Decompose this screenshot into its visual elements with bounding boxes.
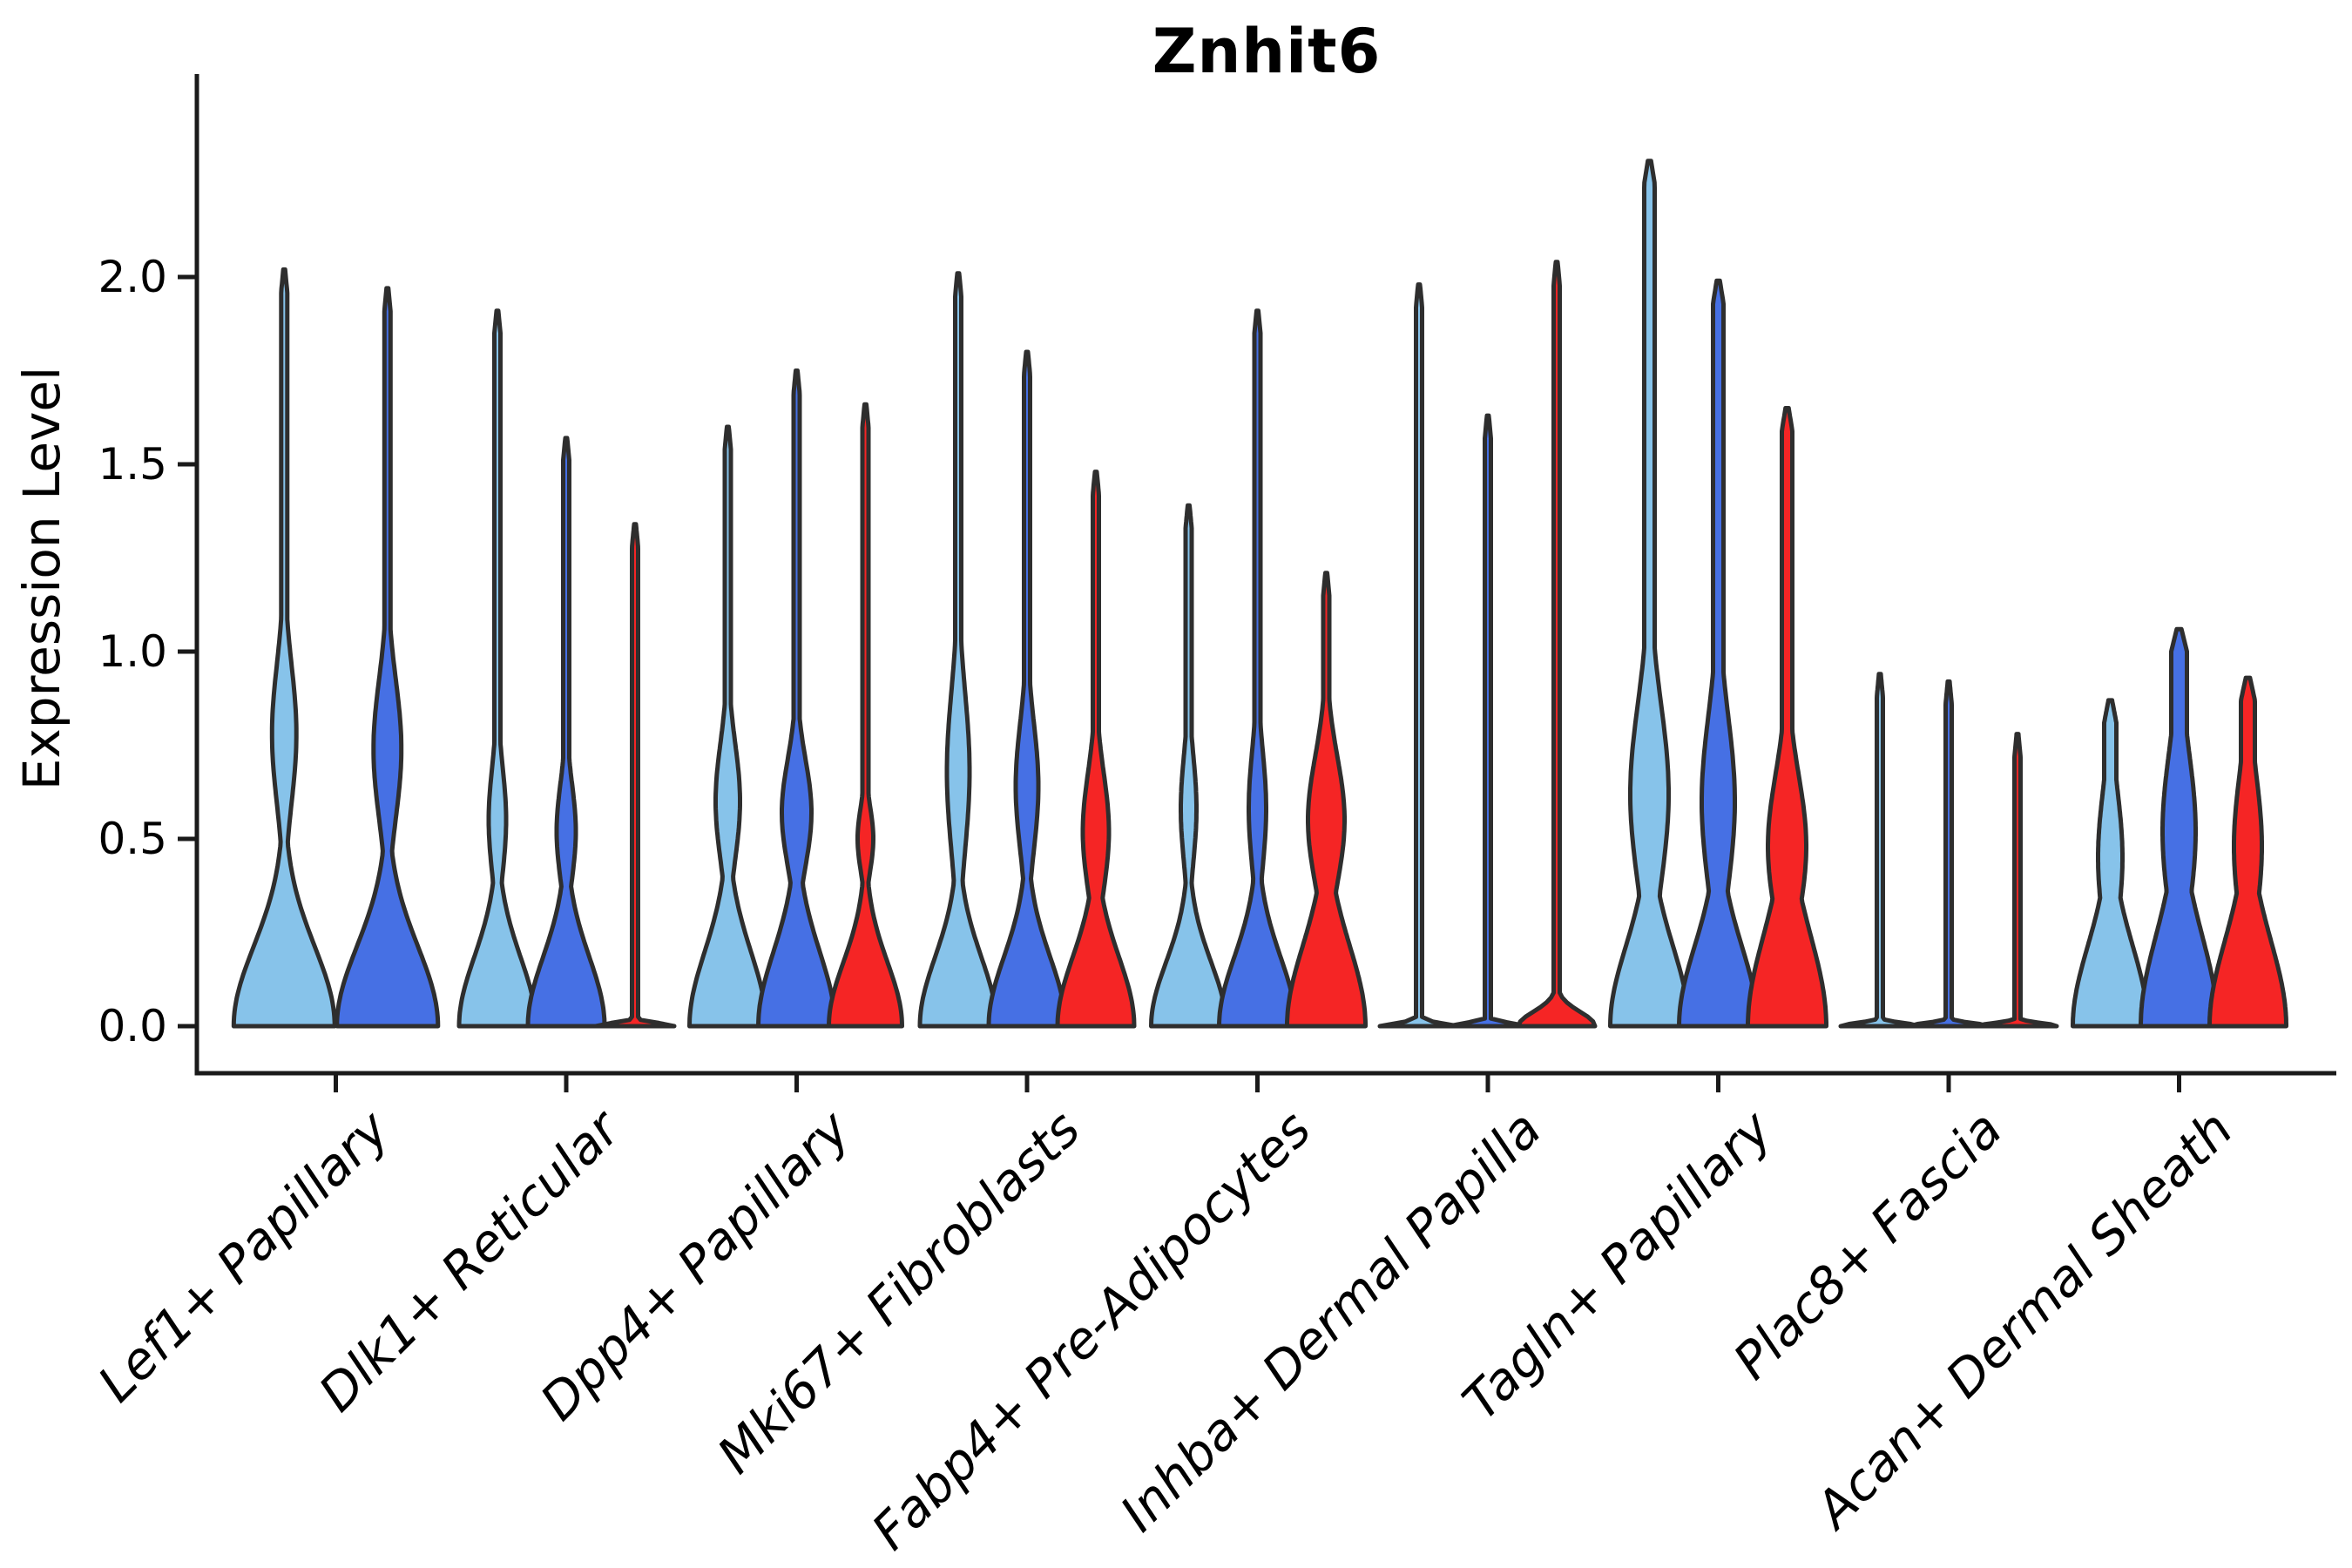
violin-red-8	[2207, 675, 2288, 1029]
y-tick-label: 0.0	[98, 1001, 167, 1051]
violin-light_blue-0	[231, 267, 337, 1029]
y-tick-label: 1.5	[98, 439, 167, 490]
violin-light_blue-8	[2071, 698, 2150, 1029]
y-tick-label: 1.0	[98, 626, 167, 677]
violin-red-3	[1055, 470, 1137, 1029]
violin-light_blue-5	[1377, 282, 1461, 1029]
violin-red-5	[1516, 260, 1598, 1029]
violin-dark_blue-0	[335, 286, 441, 1029]
violin-dark_blue-7	[1907, 679, 1990, 1029]
violin-light_blue-6	[1608, 159, 1691, 1029]
violin-red-1	[593, 522, 677, 1029]
violin-light_blue-1	[456, 308, 538, 1029]
violin-red-2	[827, 402, 904, 1029]
violin-light_blue-3	[917, 271, 999, 1029]
violin-light_blue-2	[687, 424, 768, 1029]
violin-light_blue-4	[1149, 503, 1228, 1029]
violin-dark_blue-3	[986, 349, 1068, 1029]
plot-title: Znhit6	[1152, 16, 1382, 87]
violin-red-6	[1746, 406, 1828, 1029]
violin-light_blue-7	[1838, 672, 1922, 1029]
violin-dark_blue-2	[756, 368, 837, 1029]
violin-red-4	[1285, 571, 1368, 1029]
violin-dark_blue-5	[1446, 413, 1530, 1029]
y-tick-label: 0.5	[98, 814, 167, 864]
y-tick-label: 2.0	[98, 252, 167, 302]
violin-dark_blue-4	[1217, 308, 1298, 1029]
violin-dark_blue-1	[525, 436, 607, 1029]
violin-dark_blue-6	[1677, 278, 1760, 1029]
violin-dark_blue-8	[2139, 626, 2220, 1029]
violin-red-7	[1976, 732, 2059, 1029]
